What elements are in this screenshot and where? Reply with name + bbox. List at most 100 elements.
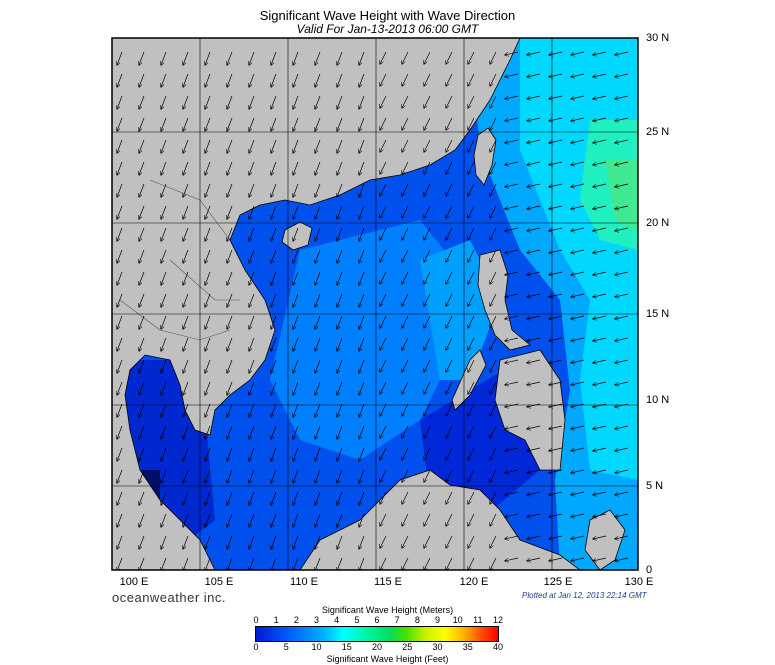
wave-direction-arrow xyxy=(359,513,365,527)
wave-direction-arrow xyxy=(271,51,277,65)
wave-direction-arrow xyxy=(205,205,211,219)
wave-direction-arrow xyxy=(183,337,189,351)
wave-direction-arrow xyxy=(615,337,629,341)
wave-direction-arrow xyxy=(527,381,541,385)
wave-direction-arrow xyxy=(271,491,277,505)
wave-direction-arrow xyxy=(227,139,233,153)
wave-direction-arrow xyxy=(468,293,475,306)
wave-direction-arrow xyxy=(468,227,475,240)
wave-direction-arrow xyxy=(446,117,453,130)
wave-direction-arrow xyxy=(571,359,585,363)
wave-direction-arrow xyxy=(227,557,233,570)
wave-direction-arrow xyxy=(593,557,607,561)
wave-direction-arrow xyxy=(593,95,607,99)
wave-direction-arrow xyxy=(183,139,189,153)
wave-direction-arrow xyxy=(615,381,629,385)
colorbar-meters-title: Significant Wave Height (Meters) xyxy=(321,605,454,615)
lon-label-115e: 115 E xyxy=(374,576,402,588)
wave-direction-arrow xyxy=(527,513,541,517)
wave-direction-arrow xyxy=(227,469,233,483)
wave-direction-arrow xyxy=(527,359,541,363)
wave-direction-arrow xyxy=(337,403,343,417)
wave-direction-arrow xyxy=(505,491,519,495)
wave-direction-arrow xyxy=(183,95,189,109)
wave-direction-arrow xyxy=(139,183,145,197)
wave-direction-arrow xyxy=(315,117,321,131)
wave-direction-arrow xyxy=(315,447,321,461)
wave-direction-arrow xyxy=(161,491,167,505)
wave-direction-arrow xyxy=(549,381,563,385)
wave-direction-arrow xyxy=(117,425,123,439)
wave-direction-arrow xyxy=(380,491,387,504)
wave-direction-arrow xyxy=(139,227,145,241)
wave-direction-arrow xyxy=(337,139,343,153)
lon-label-120e: 120 E xyxy=(459,576,489,588)
wave-direction-arrow xyxy=(615,51,629,55)
wave-direction-arrow xyxy=(593,337,607,341)
wave-direction-arrow xyxy=(380,359,387,372)
wave-direction-arrow xyxy=(139,359,145,373)
wave-direction-arrow xyxy=(337,51,343,65)
wave-direction-arrow xyxy=(161,227,167,241)
wave-direction-arrow xyxy=(139,337,145,351)
wave-direction-arrow xyxy=(359,73,365,87)
wave-direction-arrow xyxy=(293,183,299,197)
wave-direction-arrow xyxy=(593,161,607,165)
wave-direction-arrow xyxy=(315,73,321,87)
lat-label-20n: 20 N xyxy=(646,217,670,229)
wave-direction-arrow xyxy=(161,293,167,307)
wave-direction-arrow xyxy=(271,161,277,175)
wave-direction-arrow xyxy=(293,557,299,570)
wave-direction-arrow xyxy=(337,73,343,87)
wave-direction-arrow xyxy=(183,491,189,505)
wave-direction-arrow xyxy=(380,161,387,174)
colorbar-meter-tick: 10 xyxy=(452,615,463,625)
wave-direction-arrow xyxy=(337,249,343,263)
wave-direction-arrow xyxy=(359,359,365,373)
wave-direction-arrow xyxy=(571,183,585,187)
wave-direction-arrow xyxy=(139,381,145,395)
lon-label-100e: 100 E xyxy=(119,576,149,588)
colorbar xyxy=(255,626,499,642)
wave-direction-arrow xyxy=(293,315,299,329)
wave-direction-arrow xyxy=(402,161,409,174)
wave-direction-arrow xyxy=(315,535,321,549)
wave-direction-arrow xyxy=(315,315,321,329)
plotted-timestamp: Plotted at Jan 12, 2013 22:14 GMT xyxy=(522,591,647,600)
wave-direction-arrow xyxy=(490,359,497,372)
wave-direction-arrow xyxy=(593,403,607,407)
wave-direction-arrow xyxy=(527,51,541,55)
wave-direction-arrow xyxy=(593,425,607,429)
wave-direction-arrow xyxy=(615,425,629,429)
wave-direction-arrow xyxy=(505,447,519,451)
wave-direction-arrow xyxy=(549,183,563,187)
wave-direction-arrow xyxy=(615,403,629,407)
wave-direction-arrow xyxy=(571,535,585,539)
wave-direction-arrow xyxy=(549,557,563,561)
wave-direction-arrow xyxy=(468,205,475,218)
wave-direction-arrow xyxy=(615,183,629,187)
wave-direction-arrow xyxy=(505,337,519,341)
wave-direction-arrow xyxy=(571,513,585,517)
wave-direction-arrow xyxy=(446,315,453,328)
wave-direction-arrow xyxy=(249,117,255,131)
wave-direction-arrow xyxy=(402,271,409,284)
wave-direction-arrow xyxy=(205,535,211,549)
wave-direction-arrow xyxy=(315,205,321,219)
wave-direction-arrow xyxy=(615,117,629,121)
wave-direction-arrow xyxy=(490,227,497,240)
wave-direction-arrow xyxy=(315,227,321,241)
wave-direction-arrow xyxy=(593,447,607,451)
wave-direction-arrow xyxy=(446,469,453,482)
wave-direction-arrow xyxy=(183,425,189,439)
wave-direction-arrow xyxy=(161,403,167,417)
wave-direction-arrow xyxy=(446,73,453,86)
wave-direction-arrow xyxy=(446,447,453,460)
wave-direction-arrow xyxy=(549,359,563,363)
wave-direction-arrow xyxy=(468,139,475,152)
wave-direction-arrow xyxy=(424,73,431,86)
wave-direction-arrow xyxy=(615,513,629,517)
wave-direction-arrow xyxy=(161,73,167,87)
wave-direction-arrow xyxy=(139,535,145,549)
wave-direction-arrow xyxy=(161,315,167,329)
